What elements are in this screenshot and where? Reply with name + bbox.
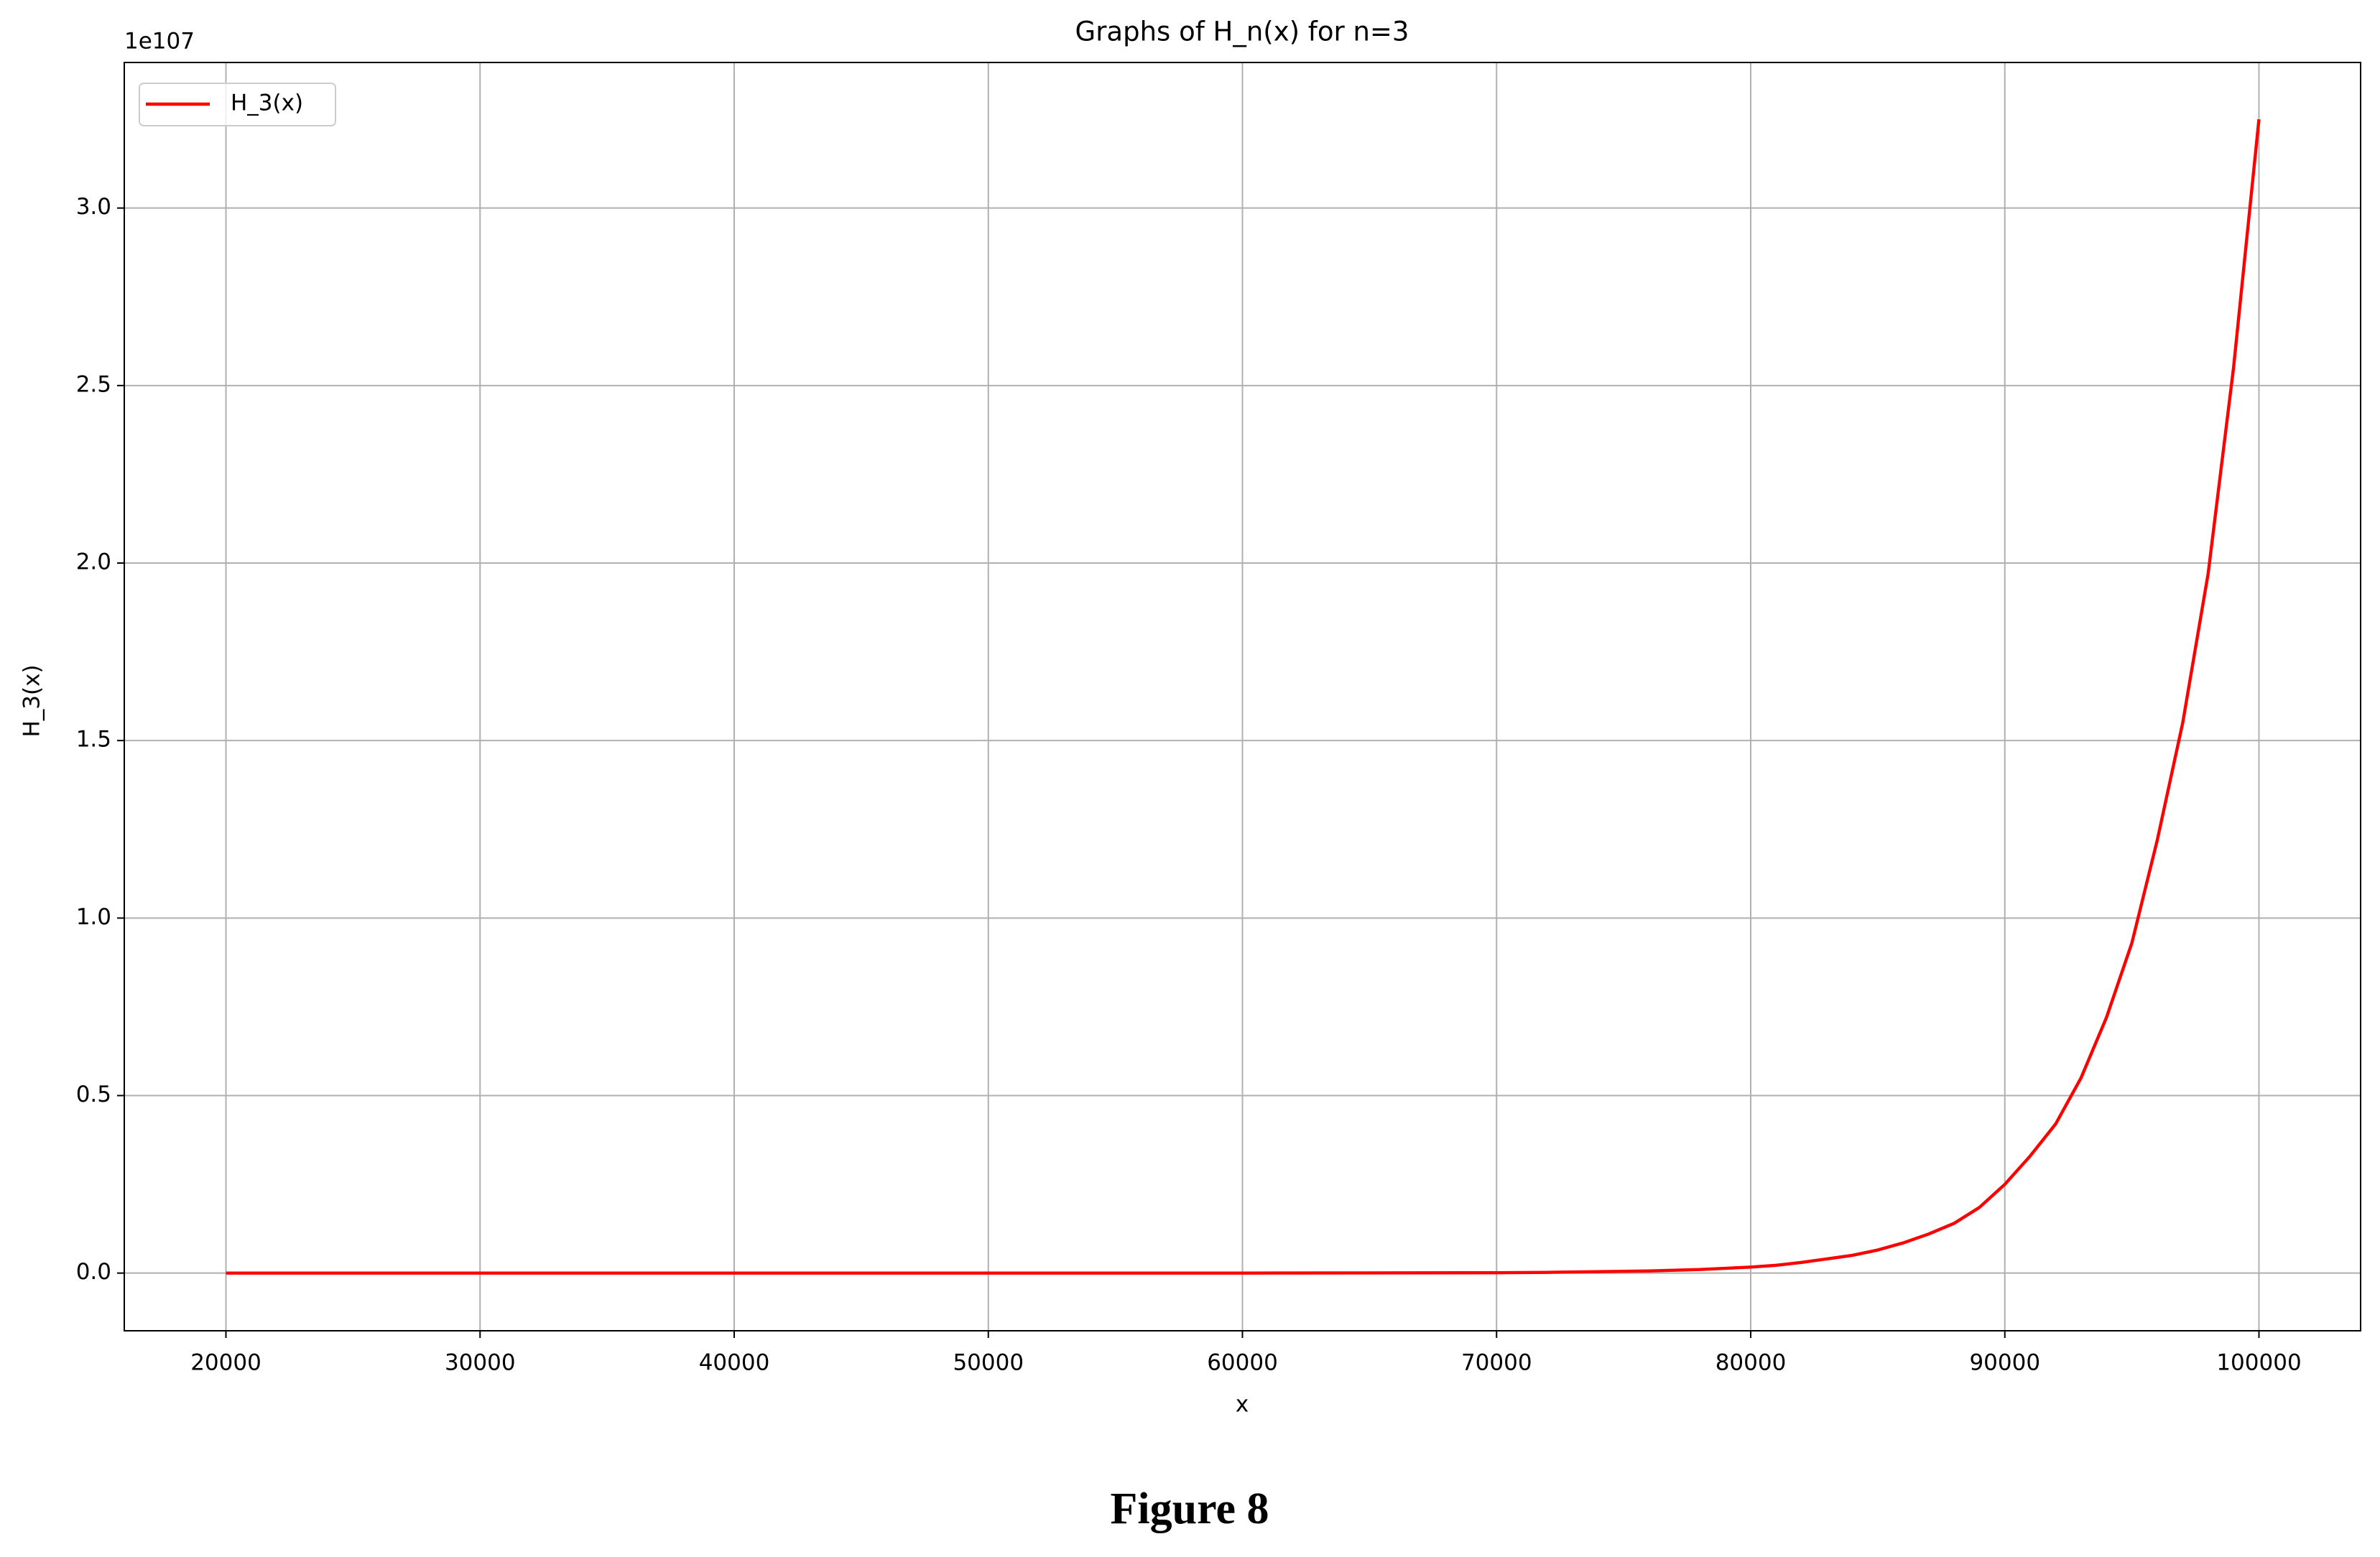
- x-tick-label: 30000: [445, 1350, 516, 1376]
- x-tick-label: 60000: [1207, 1350, 1278, 1376]
- y-tick-label: 1.0: [76, 904, 111, 930]
- x-tick-label: 40000: [699, 1350, 770, 1376]
- legend-box: [139, 83, 336, 126]
- y-tick-label: 0.5: [76, 1082, 111, 1107]
- y-tick-label: 3.0: [76, 194, 111, 220]
- data-line: [226, 118, 2261, 1275]
- figure-caption: Figure 8: [1111, 1484, 1269, 1533]
- x-tick-label: 20000: [190, 1350, 261, 1376]
- x-tick-label: 70000: [1461, 1350, 1532, 1376]
- y-tick-label: 2.5: [76, 371, 111, 397]
- x-axis-label: x: [1236, 1392, 1249, 1418]
- chart-title: Graphs of H_n(x) for n=3: [1075, 17, 1409, 47]
- x-tick-label: 90000: [1969, 1350, 2040, 1376]
- legend-label: H_3(x): [231, 90, 303, 116]
- y-tick-label: 0.0: [76, 1259, 111, 1285]
- y-offset-label: 1e107: [124, 29, 195, 55]
- y-tick-label: 1.5: [76, 727, 111, 753]
- x-tick-label: 80000: [1715, 1350, 1787, 1376]
- plot-frame: [124, 62, 2361, 1331]
- y-tick-label: 2.0: [76, 549, 111, 575]
- x-tick-label: 100000: [2216, 1350, 2301, 1376]
- x-tick-label: 50000: [953, 1350, 1024, 1376]
- y-axis-label: H_3(x): [19, 664, 45, 737]
